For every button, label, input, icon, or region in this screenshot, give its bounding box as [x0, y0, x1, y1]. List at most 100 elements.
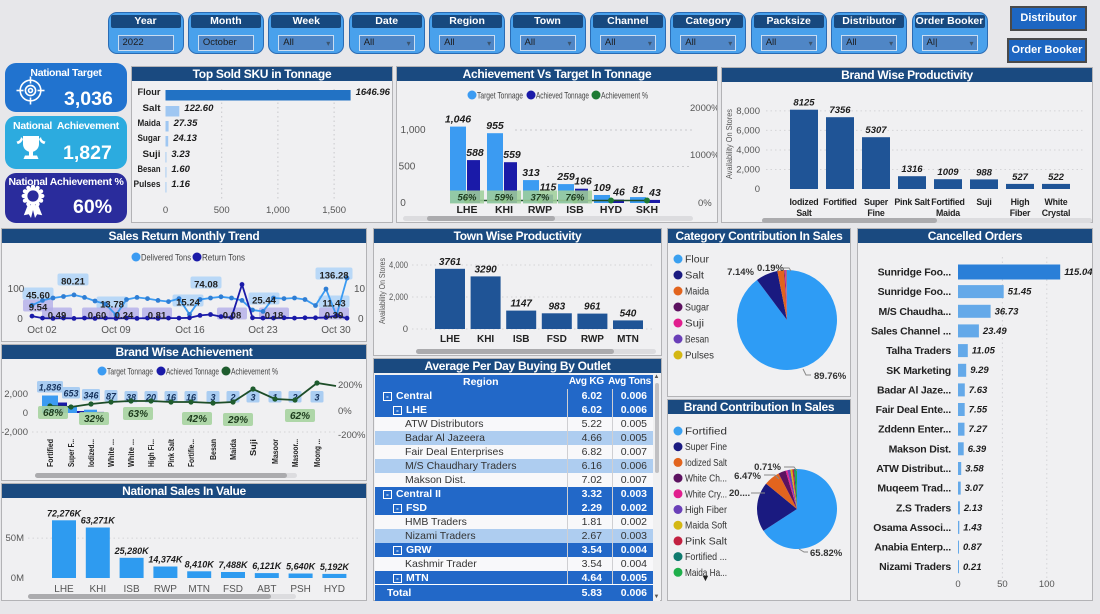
svg-text:81: 81 — [632, 184, 644, 196]
svg-text:2,000: 2,000 — [736, 165, 760, 176]
svg-text:▼: ▼ — [701, 573, 710, 583]
svg-text:Salt: Salt — [143, 103, 162, 114]
svg-text:0: 0 — [955, 579, 960, 590]
svg-text:Iodized: Iodized — [790, 197, 819, 207]
svg-text:Pulses: Pulses — [685, 350, 714, 362]
svg-text:63%: 63% — [128, 409, 148, 420]
svg-text:Fine: Fine — [867, 208, 885, 218]
svg-text:Achievement %: Achievement % — [601, 91, 648, 102]
svg-text:346: 346 — [83, 391, 99, 401]
svg-text:3: 3 — [210, 393, 215, 403]
svg-text:Fortified: Fortified — [45, 439, 55, 467]
svg-text:Maida Soft: Maida Soft — [685, 520, 727, 532]
svg-text:3290: 3290 — [474, 264, 497, 275]
svg-text:16: 16 — [186, 393, 197, 403]
svg-text:Sugar: Sugar — [685, 302, 709, 314]
svg-text:500: 500 — [214, 205, 230, 216]
svg-text:8,000: 8,000 — [736, 106, 760, 117]
svg-text:HYD: HYD — [600, 204, 623, 216]
svg-text:1,836: 1,836 — [39, 383, 63, 393]
svg-text:45.60: 45.60 — [26, 291, 50, 302]
svg-text:76%: 76% — [565, 193, 585, 204]
svg-text:White Cry...: White Cry... — [685, 488, 727, 500]
svg-text:Suji: Suji — [143, 149, 161, 160]
svg-text:89.76%: 89.76% — [814, 371, 847, 382]
svg-text:5,192K: 5,192K — [320, 562, 351, 572]
svg-text:38: 38 — [126, 393, 136, 403]
svg-text:23.49: 23.49 — [982, 326, 1007, 337]
svg-text:13.78: 13.78 — [100, 300, 124, 311]
svg-text:High Fiber: High Fiber — [685, 504, 727, 516]
svg-text:24.13: 24.13 — [172, 133, 197, 144]
svg-text:Pink Salt: Pink Salt — [685, 535, 727, 547]
svg-text:8,410K: 8,410K — [185, 559, 216, 569]
svg-text:Fiber: Fiber — [1010, 208, 1031, 218]
svg-text:Super F...: Super F... — [66, 439, 76, 467]
svg-text:FSD: FSD — [223, 584, 243, 595]
svg-text:1,500: 1,500 — [322, 205, 346, 216]
svg-text:9.54: 9.54 — [29, 303, 48, 314]
svg-text:36.73: 36.73 — [995, 306, 1019, 317]
svg-text:32%: 32% — [84, 414, 104, 425]
svg-text:Super: Super — [864, 197, 889, 207]
svg-text:3: 3 — [250, 393, 255, 403]
svg-text:White Ch...: White Ch... — [685, 473, 727, 485]
svg-text:0.71%: 0.71% — [754, 462, 781, 473]
svg-text:ISB: ISB — [124, 584, 140, 595]
svg-text:72,276K: 72,276K — [47, 508, 83, 518]
svg-text:Salt: Salt — [796, 208, 812, 218]
svg-text:ISB: ISB — [566, 204, 584, 216]
svg-text:2: 2 — [229, 393, 235, 403]
svg-text:0: 0 — [755, 184, 760, 195]
svg-text:65.82%: 65.82% — [810, 548, 843, 559]
svg-text:RWP: RWP — [528, 204, 552, 216]
svg-text:Sales Channel ...: Sales Channel ... — [871, 325, 951, 337]
svg-text:Return Tons: Return Tons — [202, 253, 245, 264]
svg-text:Sunridge Foo...: Sunridge Foo... — [878, 267, 952, 279]
svg-text:Anabia Enterp...: Anabia Enterp... — [874, 542, 951, 554]
svg-text:ISB: ISB — [513, 334, 530, 345]
svg-text:1.60: 1.60 — [171, 164, 190, 175]
svg-text:3.07: 3.07 — [965, 483, 984, 494]
svg-text:4,000: 4,000 — [389, 260, 408, 271]
svg-text:KHI: KHI — [89, 584, 106, 595]
svg-text:Makson Dist.: Makson Dist. — [889, 443, 952, 455]
svg-text:Nizami Traders: Nizami Traders — [879, 561, 951, 573]
svg-text:Maida Ha...: Maida Ha... — [685, 567, 727, 579]
svg-text:Pink Salt: Pink Salt — [894, 197, 930, 207]
svg-text:2,000: 2,000 — [389, 292, 408, 303]
svg-text:588: 588 — [466, 147, 484, 159]
svg-text:43: 43 — [648, 187, 661, 199]
svg-text:74.08: 74.08 — [194, 280, 218, 291]
svg-text:25.44: 25.44 — [252, 296, 276, 307]
svg-text:100: 100 — [8, 284, 25, 295]
svg-text:Suji: Suji — [248, 439, 258, 456]
svg-text:5,640K: 5,640K — [286, 562, 317, 572]
svg-text:109: 109 — [593, 182, 611, 194]
svg-text:White ...: White ... — [126, 439, 136, 467]
svg-text:653: 653 — [63, 389, 78, 399]
svg-text:6,000: 6,000 — [736, 125, 760, 136]
svg-text:62%: 62% — [290, 411, 310, 422]
svg-text:Besan: Besan — [208, 439, 218, 460]
svg-text:Zddenn Enter...: Zddenn Enter... — [878, 424, 951, 436]
svg-text:8125: 8125 — [793, 98, 815, 109]
svg-text:Pink Salt: Pink Salt — [166, 439, 176, 467]
svg-text:100: 100 — [1039, 579, 1055, 590]
svg-text:2000%: 2000% — [690, 103, 717, 114]
svg-text:20: 20 — [145, 393, 156, 403]
svg-text:46: 46 — [612, 187, 625, 199]
svg-text:RWP: RWP — [154, 584, 177, 595]
svg-text:Fortified ...: Fortified ... — [685, 551, 727, 563]
svg-text:9.29: 9.29 — [970, 365, 989, 376]
svg-text:1147: 1147 — [510, 299, 532, 310]
svg-text:Achieved Tonnage: Achieved Tonnage — [536, 91, 589, 102]
svg-text:0: 0 — [17, 314, 23, 325]
svg-text:Sugar: Sugar — [138, 133, 161, 144]
svg-text:983: 983 — [548, 301, 565, 312]
svg-text:500: 500 — [399, 162, 416, 173]
svg-text:25,280K: 25,280K — [114, 546, 151, 556]
svg-text:Fair Deal Ente...: Fair Deal Ente... — [876, 404, 952, 416]
svg-text:Flour: Flour — [685, 254, 709, 266]
svg-text:0.87: 0.87 — [963, 542, 982, 553]
